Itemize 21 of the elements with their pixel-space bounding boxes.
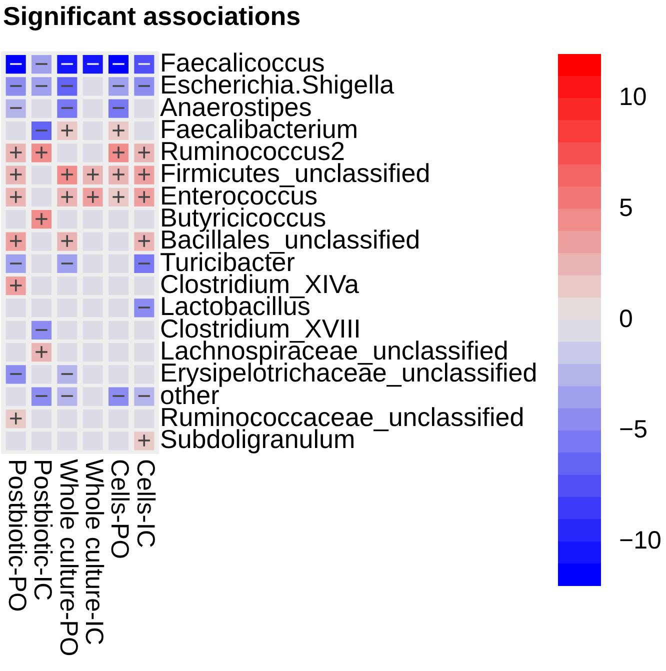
- color-bar-label: 0: [619, 304, 633, 333]
- data-label: −: [137, 383, 152, 410]
- color-bar-label: −5: [619, 416, 648, 444]
- data-label: −: [86, 50, 100, 78]
- color-bar-label: 5: [619, 194, 633, 222]
- x-tick-label: Whole culture-PO: [54, 459, 82, 656]
- x-tick-label: Postbiotic-PO: [2, 459, 31, 612]
- x-tick-label: Cells-IC: [131, 459, 160, 548]
- data-label: +: [34, 206, 49, 233]
- color-bar-label: −10: [619, 526, 662, 555]
- data-label: +: [8, 405, 23, 432]
- data-label: +: [137, 428, 152, 455]
- x-tick-label: Cells-PO: [106, 459, 134, 560]
- x-tick-label: Whole culture-IC: [80, 459, 108, 646]
- data-label: −: [137, 294, 152, 322]
- data-label: −: [34, 383, 49, 410]
- color-bar-label: 10: [619, 83, 647, 112]
- x-tick-label: Postbiotic-IC: [28, 459, 57, 601]
- data-label: −: [111, 383, 126, 410]
- chart-title: Significant associations: [3, 0, 301, 31]
- data-label: −: [8, 361, 23, 388]
